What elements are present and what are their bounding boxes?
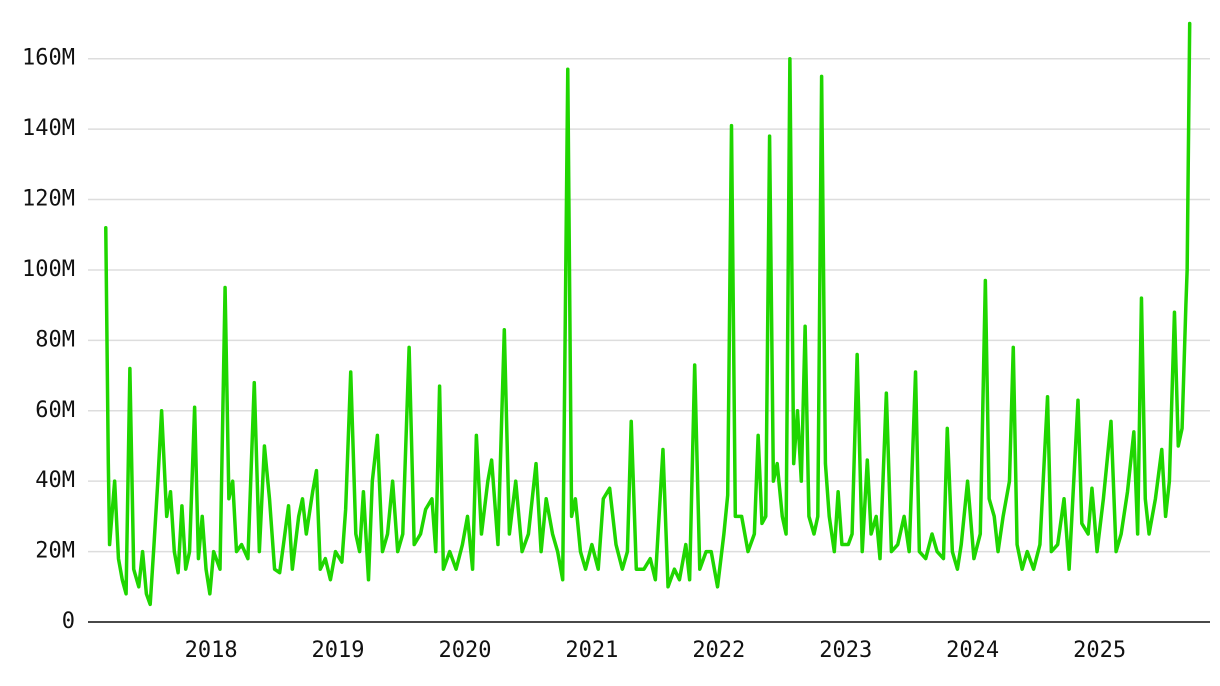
- y-tick-label: 80M: [35, 327, 75, 352]
- y-tick-label: 0: [62, 609, 75, 634]
- y-tick-label: 60M: [35, 398, 75, 423]
- y-tick-label: 20M: [35, 539, 75, 564]
- y-tick-label: 40M: [35, 468, 75, 493]
- x-tick-label: 2023: [819, 638, 872, 663]
- x-tick-label: 2020: [438, 638, 491, 663]
- x-tick-label: 2018: [185, 638, 238, 663]
- y-tick-label: 100M: [22, 257, 75, 282]
- x-tick-label: 2024: [946, 638, 999, 663]
- y-tick-label: 160M: [22, 46, 75, 71]
- x-tick-label: 2022: [692, 638, 745, 663]
- x-tick-label: 2019: [312, 638, 365, 663]
- y-tick-label: 140M: [22, 116, 75, 141]
- data-line: [104, 21, 1192, 607]
- x-tick-label: 2025: [1073, 638, 1126, 663]
- y-tick-label: 120M: [22, 187, 75, 212]
- x-tick-label: 2021: [565, 638, 618, 663]
